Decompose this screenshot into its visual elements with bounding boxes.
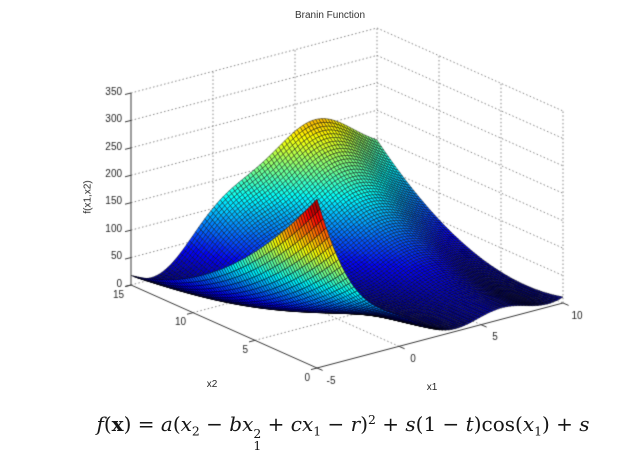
z-axis-label: f(x1,x2) [82, 180, 94, 214]
surface-plot: Branin Function x1 x2 f(x1,x2) [0, 0, 630, 405]
plot-title: Branin Function [294, 10, 366, 21]
branin-formula: f(x) = a(x2 − bx 2 1 + cx1 − r)2 + s(1 − t… [96, 412, 590, 454]
surface-plot-canvas [0, 0, 630, 405]
x1-axis-label: x1 [426, 382, 438, 393]
x2-axis-label: x2 [206, 379, 218, 390]
